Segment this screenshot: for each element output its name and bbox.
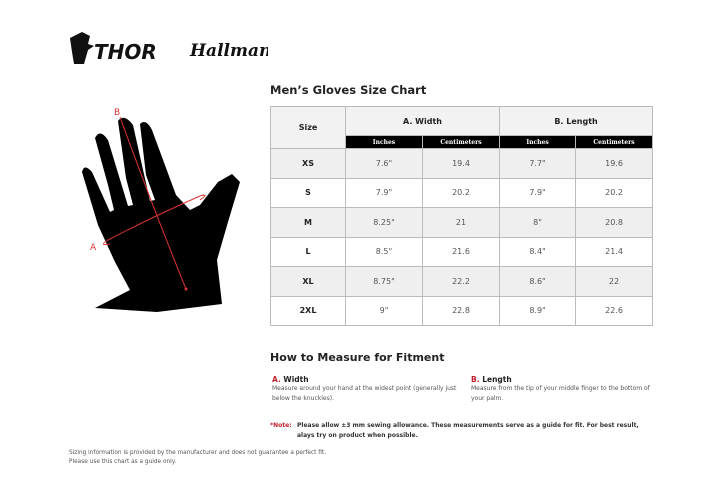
value-cell: 19.4: [421, 148, 501, 179]
measure-title: How to Measure for Fitment: [270, 351, 445, 364]
value-cell: 21.4: [575, 236, 654, 267]
value-cell: 19.6: [575, 148, 654, 179]
size-cell: XS: [270, 148, 346, 179]
hand-silhouette: [82, 117, 240, 312]
value-cell: 20.2: [575, 177, 654, 208]
value-cell: 20.8: [575, 207, 654, 238]
length-desc: Measure from the tip of your middle fing…: [471, 385, 650, 402]
size-cell: L: [270, 236, 346, 267]
note: *Note: Please allow ±3 mm sewing allowan…: [270, 421, 655, 441]
table-row: XS 7.6" 19.4 7.7" 19.6: [270, 148, 654, 179]
value-cell: 22.2: [421, 266, 501, 297]
table-row: 2XL 9" 22.8 8.9" 22.6: [270, 295, 654, 326]
subheader-centimeters: Centimeters: [421, 135, 501, 149]
value-cell: 8.75": [345, 266, 423, 297]
label-b: B: [114, 108, 120, 118]
thor-logo: THOR: [70, 32, 157, 64]
size-table: Size A. Width B. Length Inches Centimete…: [270, 106, 654, 326]
value-cell: 8.25": [345, 207, 423, 238]
value-cell: 8": [499, 207, 577, 238]
value-cell: 21.6: [421, 236, 501, 267]
footer-line-1: Sizing information is provided by the ma…: [69, 450, 327, 456]
table-row: L 8.5" 21.6 8.4" 21.4: [270, 236, 654, 267]
value-cell: 9": [345, 295, 423, 326]
width-line: [103, 194, 206, 245]
size-cell: M: [270, 207, 346, 238]
table-row: M 8.25" 21 8" 20.8: [270, 207, 654, 238]
subheader-inches: Inches: [345, 135, 423, 149]
footer-line-2: Please use this chart as a guide only.: [69, 459, 177, 465]
length-group-header: B. Length: [499, 106, 654, 136]
value-cell: 7.9": [499, 177, 577, 208]
note-text: Please allow ±3 mm sewing allowance. The…: [297, 422, 639, 439]
length-instructions: B. Length Measure from the tip of your m…: [471, 375, 651, 403]
size-cell: 2XL: [270, 295, 346, 326]
size-cell: XL: [270, 266, 346, 297]
value-cell: 7.7": [499, 148, 577, 179]
length-label: Length: [482, 375, 512, 384]
label-a: A: [90, 243, 97, 253]
subheader-centimeters: Centimeters: [575, 135, 654, 149]
footer-disclaimer: Sizing information is provided by the ma…: [69, 449, 326, 467]
value-cell: 8.9": [499, 295, 577, 326]
value-cell: 22.8: [421, 295, 501, 326]
value-cell: 8.6": [499, 266, 577, 297]
width-label: Width: [283, 375, 309, 384]
value-cell: 8.5": [345, 236, 423, 267]
table-row: S 7.9" 20.2 7.9" 20.2: [270, 177, 654, 208]
note-label: *Note:: [270, 422, 292, 429]
subheader-inches: Inches: [499, 135, 577, 149]
hand-measurement-diagram: B A: [82, 108, 240, 312]
width-letter: A.: [272, 375, 281, 384]
hallman-logo: Hallman: [189, 41, 268, 61]
length-line: [119, 116, 187, 290]
value-cell: 21: [421, 207, 501, 238]
size-header: Size: [270, 106, 346, 149]
value-cell: 7.9": [345, 177, 423, 208]
hallman-logo-text: Hallman: [189, 41, 268, 61]
value-cell: 22: [575, 266, 654, 297]
thor-logo-text: THOR: [94, 40, 157, 64]
chart-title: Men’s Gloves Size Chart: [270, 83, 427, 97]
length-letter: B.: [471, 375, 480, 384]
value-cell: 7.6": [345, 148, 423, 179]
value-cell: 22.6: [575, 295, 654, 326]
table-row: XL 8.75" 22.2 8.6" 22: [270, 266, 654, 297]
size-cell: S: [270, 177, 346, 208]
width-instructions: A. Width Measure around your hand at the…: [272, 375, 462, 403]
width-group-header: A. Width: [344, 106, 501, 136]
value-cell: 8.4": [499, 236, 577, 267]
value-cell: 20.2: [421, 177, 501, 208]
width-desc: Measure around your hand at the widest p…: [272, 385, 457, 402]
